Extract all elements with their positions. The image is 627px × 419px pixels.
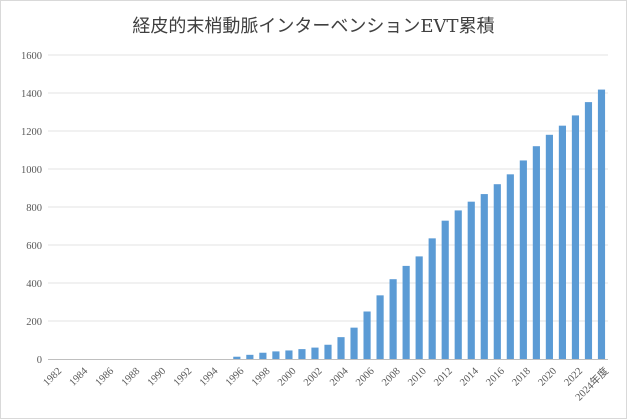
bar-2001 (298, 349, 306, 359)
bar-2009 (402, 265, 410, 359)
bar-2011 (428, 238, 436, 359)
bar-2019 (532, 146, 540, 359)
chart-title: 経皮的末梢動脈インターベンションEVT累積 (132, 16, 495, 37)
x-tick-label: 2008 (380, 366, 403, 389)
bar-2013 (454, 210, 462, 359)
x-tick-label: 2012 (432, 366, 455, 389)
x-tick-label: 2004 (328, 365, 351, 388)
bar-1999 (272, 351, 280, 359)
x-tick-label: 1990 (146, 366, 169, 389)
bar-2008 (389, 279, 397, 359)
x-tick-label: 1996 (224, 366, 247, 389)
bar-2010 (415, 256, 423, 359)
x-tick-label: 2014 (458, 365, 481, 388)
bar-2016 (493, 184, 501, 359)
x-tick-label: 1984 (68, 365, 91, 388)
y-tick-label: 1400 (21, 89, 42, 100)
bar-2014 (467, 201, 475, 359)
bar-1996 (233, 356, 241, 359)
bar-2021 (558, 125, 566, 360)
y-tick-label: 200 (26, 317, 42, 328)
bar-2004 (337, 337, 345, 359)
y-tick-label: 1600 (21, 51, 42, 62)
x-axis-ticks: 1982 1984 1986 1988 1990 1992 1994 1996 1998 2000… (42, 364, 612, 403)
x-tick-label: 1992 (172, 366, 195, 389)
bar-2023 (584, 102, 593, 360)
bar-2007 (376, 295, 384, 359)
bar-2015 (480, 194, 488, 359)
bar-2024年度 (597, 89, 606, 359)
y-tick-label: 400 (26, 279, 42, 290)
x-tick-label: 2018 (510, 366, 533, 389)
y-axis-ticks: 0 200 400 600 800 1000 1200 1400 1600 (21, 51, 42, 366)
x-tick-label: 1994 (198, 365, 221, 388)
bar-1997 (246, 354, 254, 359)
x-tick-label: 2006 (354, 366, 377, 389)
bar-2005 (350, 327, 358, 359)
bar-2012 (441, 220, 449, 359)
x-tick-label: 2020 (536, 366, 559, 389)
bar-2022 (571, 115, 580, 359)
gridlines (48, 54, 608, 322)
bar-2006 (363, 311, 371, 359)
y-tick-label: 800 (26, 203, 42, 214)
x-tick-label: 2022 (562, 366, 585, 389)
x-tick-label: 1998 (250, 366, 273, 389)
x-tick-label: 2000 (276, 366, 299, 389)
x-tick-label: 2002 (302, 366, 325, 389)
bar-2018 (519, 160, 527, 359)
bar-2002 (311, 347, 319, 359)
bar-1998 (259, 352, 267, 359)
y-tick-label: 1000 (21, 165, 42, 176)
x-tick-label: 1986 (94, 366, 117, 389)
bar-2003 (324, 344, 332, 359)
bar-2017 (506, 174, 514, 359)
x-tick-label: 2016 (484, 366, 507, 389)
y-tick-label: 0 (37, 355, 42, 366)
bars (233, 89, 606, 360)
bar-2020 (545, 134, 553, 359)
y-tick-label: 1200 (21, 127, 42, 138)
bar-2000 (285, 350, 293, 359)
x-tick-label: 1988 (120, 366, 143, 389)
x-tick-label: 2010 (406, 366, 429, 389)
y-tick-label: 600 (26, 241, 42, 252)
x-tick-label: 1982 (42, 366, 65, 389)
